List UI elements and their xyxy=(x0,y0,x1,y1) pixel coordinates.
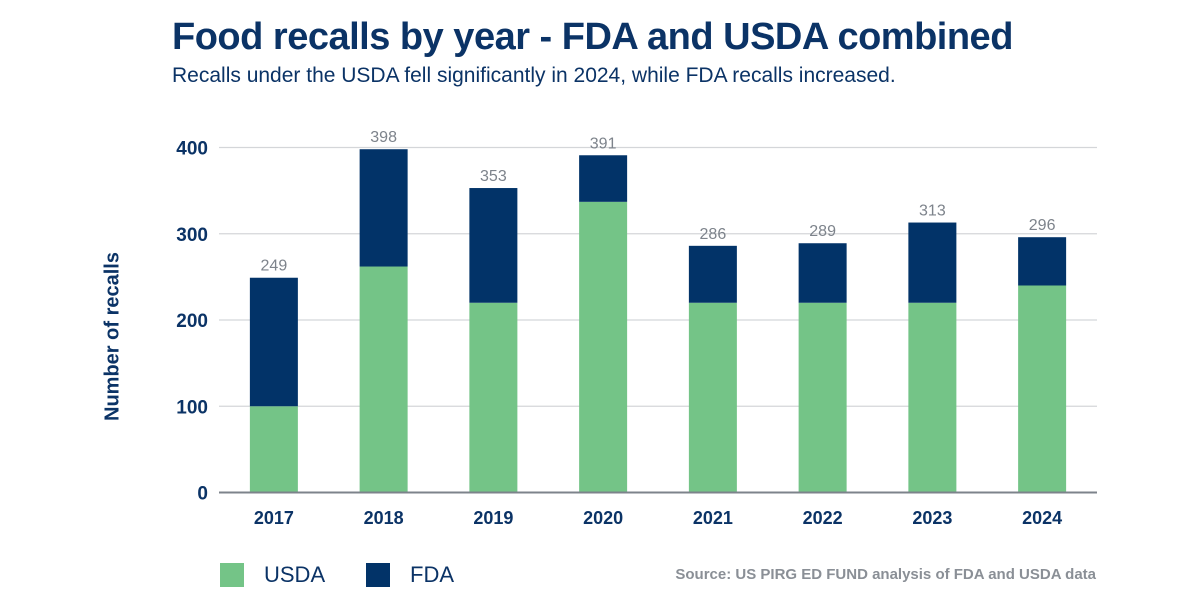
bar-fda xyxy=(798,243,847,303)
y-tick-label: 400 xyxy=(176,139,208,160)
source-note: Source: US PIRG ED FUND analysis of FDA … xyxy=(675,566,1096,583)
bar-fda xyxy=(359,149,408,267)
y-tick-label: 300 xyxy=(176,225,208,246)
y-tick-label: 200 xyxy=(176,311,208,332)
data-label: 313 xyxy=(919,203,946,220)
x-tick-label: 2020 xyxy=(583,508,623,528)
legend-item-usda: USDA xyxy=(220,562,325,588)
bar-fda xyxy=(249,277,298,407)
bar-fda xyxy=(1018,237,1067,286)
bar-usda xyxy=(469,302,518,493)
bar-usda xyxy=(798,302,847,493)
legend-label-usda: USDA xyxy=(264,562,326,587)
bar-fda xyxy=(579,155,628,202)
chart-title: Food recalls by year - FDA and USDA comb… xyxy=(172,16,1013,58)
y-tick-label: 100 xyxy=(176,397,208,418)
bar-usda xyxy=(579,201,628,493)
chart-subtitle: Recalls under the USDA fell significantl… xyxy=(172,64,896,87)
data-label: 296 xyxy=(1029,217,1056,234)
x-tick-label: 2018 xyxy=(364,508,404,528)
bar-fda xyxy=(688,245,737,303)
data-label: 249 xyxy=(261,258,288,275)
data-label: 353 xyxy=(480,168,507,185)
bar-usda xyxy=(359,266,408,493)
x-tick-label: 2022 xyxy=(803,508,843,528)
x-tick-label: 2023 xyxy=(912,508,952,528)
bar-usda xyxy=(908,302,957,493)
x-tick-label: 2017 xyxy=(254,508,294,528)
bar-usda xyxy=(1018,285,1067,493)
bar-fda xyxy=(469,188,518,303)
y-tick-label: 0 xyxy=(197,484,208,505)
data-label: 398 xyxy=(370,129,397,146)
data-label: 391 xyxy=(590,135,617,152)
legend-item-fda: FDA xyxy=(366,562,454,588)
bar-usda xyxy=(249,406,298,493)
bar-usda xyxy=(688,302,737,493)
bar-fda xyxy=(908,222,957,303)
data-label: 289 xyxy=(809,223,836,240)
x-tick-label: 2021 xyxy=(693,508,733,528)
data-label: 286 xyxy=(700,226,727,243)
legend-label-fda: FDA xyxy=(410,562,454,587)
legend-swatch-fda xyxy=(366,563,390,587)
legend-swatch-usda xyxy=(220,563,244,587)
x-tick-label: 2019 xyxy=(473,508,513,528)
x-tick-label: 2024 xyxy=(1022,508,1062,528)
